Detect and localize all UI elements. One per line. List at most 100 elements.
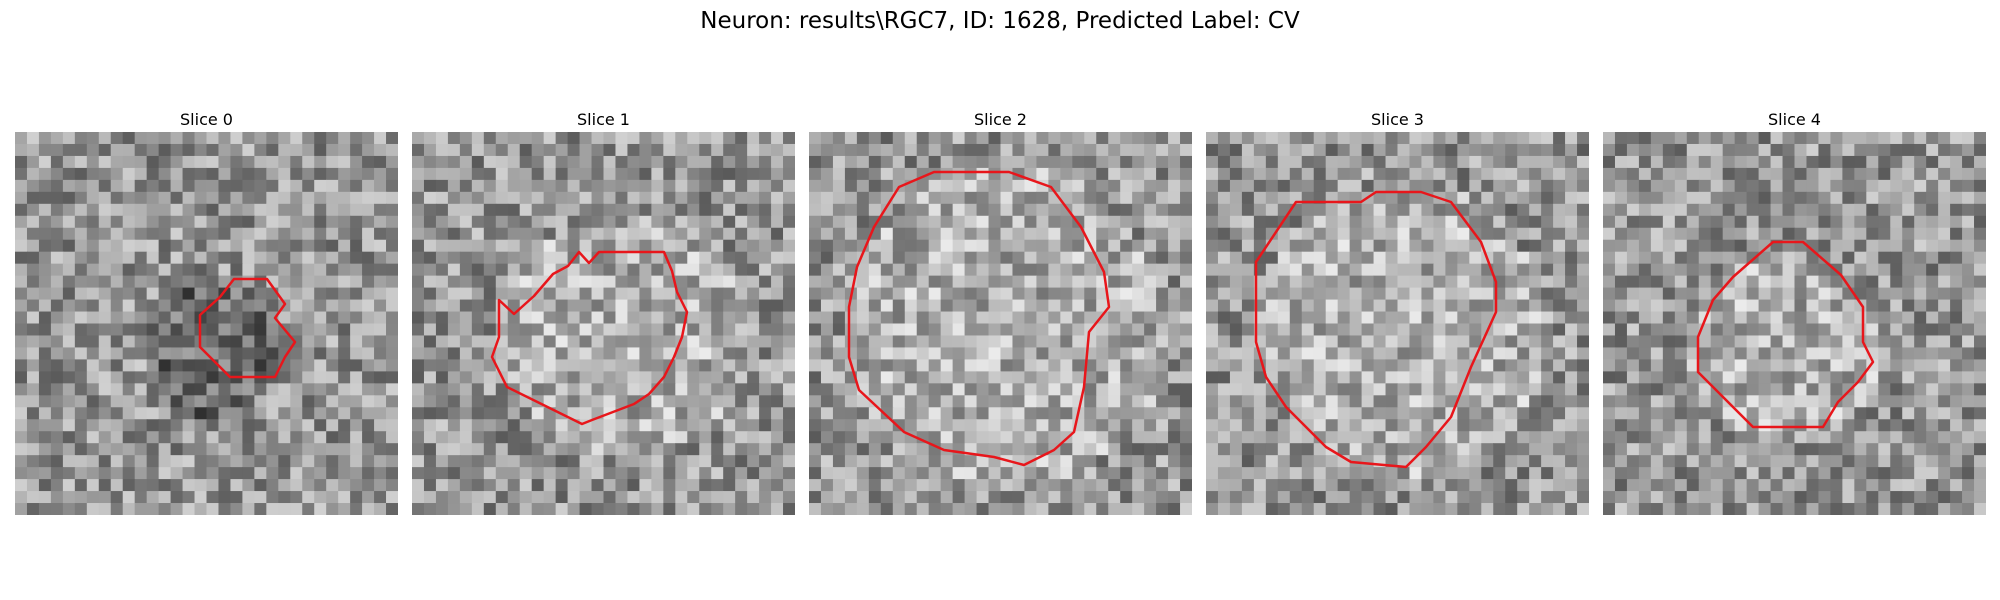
pixel [290, 455, 303, 468]
pixel [1962, 395, 1975, 408]
pixel [1854, 263, 1867, 277]
pixel [1866, 311, 1879, 325]
pixel [1806, 335, 1820, 349]
pixel [809, 395, 822, 408]
pixel [1072, 203, 1085, 217]
pixel [988, 431, 1002, 444]
pixel [1084, 215, 1097, 229]
pixel [314, 479, 327, 492]
pixel [1650, 407, 1664, 420]
pixel [759, 359, 772, 372]
roi-contour-2 [847, 170, 1111, 467]
pixel [627, 371, 641, 384]
pixel [1962, 179, 1975, 193]
pixel [976, 479, 990, 492]
pixel [483, 359, 497, 372]
pixel [1120, 167, 1133, 181]
pixel [940, 347, 954, 361]
pixel [723, 203, 736, 217]
pixel [134, 443, 148, 456]
pixel [892, 491, 906, 504]
pixel [783, 215, 795, 229]
pixel [687, 179, 700, 193]
pixel [952, 479, 966, 492]
pixel [940, 359, 954, 372]
pixel [1241, 251, 1255, 265]
pixel [302, 215, 315, 229]
pixel [435, 275, 449, 289]
pixel [38, 491, 52, 504]
pixel [1866, 299, 1879, 313]
pixel [1529, 299, 1542, 313]
pixel [711, 299, 724, 313]
pixel [1072, 491, 1085, 504]
pixel [1000, 383, 1014, 396]
pixel [1144, 191, 1157, 205]
pixel [1686, 371, 1700, 384]
pixel [567, 395, 581, 408]
pixel [1373, 479, 1387, 492]
pixel [122, 455, 136, 468]
pixel [1626, 203, 1640, 217]
pixel [1036, 287, 1049, 301]
pixel [1603, 299, 1616, 313]
pixel [1217, 311, 1231, 325]
pixel [1036, 419, 1049, 432]
pixel [1289, 167, 1303, 181]
pixel [687, 323, 700, 337]
pixel [771, 179, 784, 193]
pixel [952, 395, 966, 408]
pixel [1361, 179, 1375, 193]
pixel [916, 287, 930, 301]
pixel [230, 227, 244, 241]
pixel [1313, 455, 1327, 468]
pixel [952, 287, 966, 301]
pixel [1433, 371, 1446, 384]
pixel [338, 479, 351, 492]
pixel [374, 323, 387, 337]
pixel [820, 287, 834, 301]
pixel [1974, 263, 1986, 277]
pixel [1361, 275, 1375, 289]
pixel [759, 467, 772, 480]
pixel [1698, 431, 1712, 444]
pixel [338, 287, 351, 301]
pixel [1349, 203, 1363, 217]
pixel [1902, 227, 1915, 241]
pixel [1421, 203, 1435, 217]
slice-image-3 [1206, 132, 1589, 515]
pixel [1313, 155, 1327, 169]
pixel [711, 479, 724, 492]
pixel [110, 491, 124, 504]
pixel [1806, 407, 1820, 420]
pixel [1577, 335, 1589, 349]
pixel [711, 287, 724, 301]
pixel [1385, 395, 1399, 408]
pixel [1842, 407, 1855, 420]
pixel [1120, 215, 1133, 229]
pixel [1782, 227, 1796, 241]
pixel [1493, 479, 1506, 492]
pixel [1493, 347, 1506, 361]
pixel [62, 455, 76, 468]
pixel [1553, 503, 1566, 515]
pixel [1710, 455, 1724, 468]
pixel [158, 443, 172, 456]
pixel [1686, 275, 1700, 289]
pixel [1036, 167, 1049, 181]
pixel [230, 479, 244, 492]
pixel [639, 359, 652, 372]
pixel [723, 275, 736, 289]
pixel [122, 395, 136, 408]
pixel [1746, 239, 1760, 253]
pixel [435, 443, 449, 456]
pixel [1770, 419, 1784, 432]
pixel [988, 311, 1002, 325]
pixel [1048, 215, 1061, 229]
pixel [892, 143, 906, 157]
pixel [591, 503, 605, 515]
pixel [1265, 467, 1279, 480]
pixel [1974, 275, 1986, 289]
pixel [1373, 383, 1387, 396]
pixel [1361, 251, 1375, 265]
